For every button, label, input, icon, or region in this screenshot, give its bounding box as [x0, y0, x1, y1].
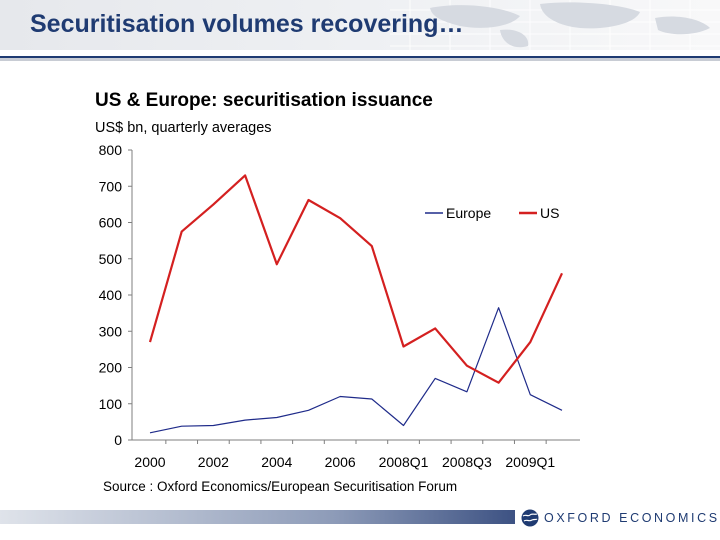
y-tick-label: 400	[99, 287, 123, 303]
series-lines	[148, 174, 563, 434]
y-axis-ticks: 0 100 200 300 400 500 600 700 800	[99, 142, 132, 448]
chart-legend: Europe US	[425, 205, 559, 221]
y-tick-label: 200	[99, 360, 123, 376]
header-band: Securitisation volumes recovering…	[0, 0, 720, 50]
series-line-europe	[149, 307, 563, 434]
x-tick-label: 2008Q1	[379, 454, 429, 470]
y-tick-label: 0	[114, 432, 122, 448]
x-axis-ticks: 2000 2002 2004 2006 2008Q1 2008Q3 2009Q1	[134, 440, 555, 470]
legend-label-us: US	[540, 205, 559, 221]
y-tick-label: 300	[99, 323, 123, 339]
x-tick-label: 2006	[325, 454, 356, 470]
slide-title: Securitisation volumes recovering…	[30, 10, 464, 38]
y-tick-label: 600	[99, 215, 123, 231]
series-line-us	[148, 174, 563, 384]
x-tick-label: 2008Q3	[442, 454, 492, 470]
x-tick-label: 2009Q1	[505, 454, 555, 470]
legend-label-europe: Europe	[446, 205, 491, 221]
y-tick-label: 100	[99, 396, 123, 412]
chart-subtitle: US$ bn, quarterly averages	[95, 120, 272, 136]
logo-text: OXFORD ECONOMICS	[544, 511, 720, 525]
oxford-economics-logo: OXFORD ECONOMICS	[520, 508, 720, 528]
header-divider	[0, 56, 720, 61]
y-tick-label: 800	[99, 142, 123, 158]
chart-axes	[131, 150, 580, 441]
x-tick-label: 2004	[261, 454, 292, 470]
world-map-graphic	[390, 0, 720, 50]
x-tick-label: 2002	[198, 454, 229, 470]
footer-bar	[0, 510, 515, 524]
chart-title: US & Europe: securitisation issuance	[95, 90, 433, 111]
x-tick-label: 2000	[134, 454, 165, 470]
y-tick-label: 500	[99, 251, 123, 267]
y-tick-label: 700	[99, 178, 123, 194]
globe-icon	[521, 509, 539, 527]
chart-source: Source : Oxford Economics/European Secur…	[103, 479, 458, 494]
